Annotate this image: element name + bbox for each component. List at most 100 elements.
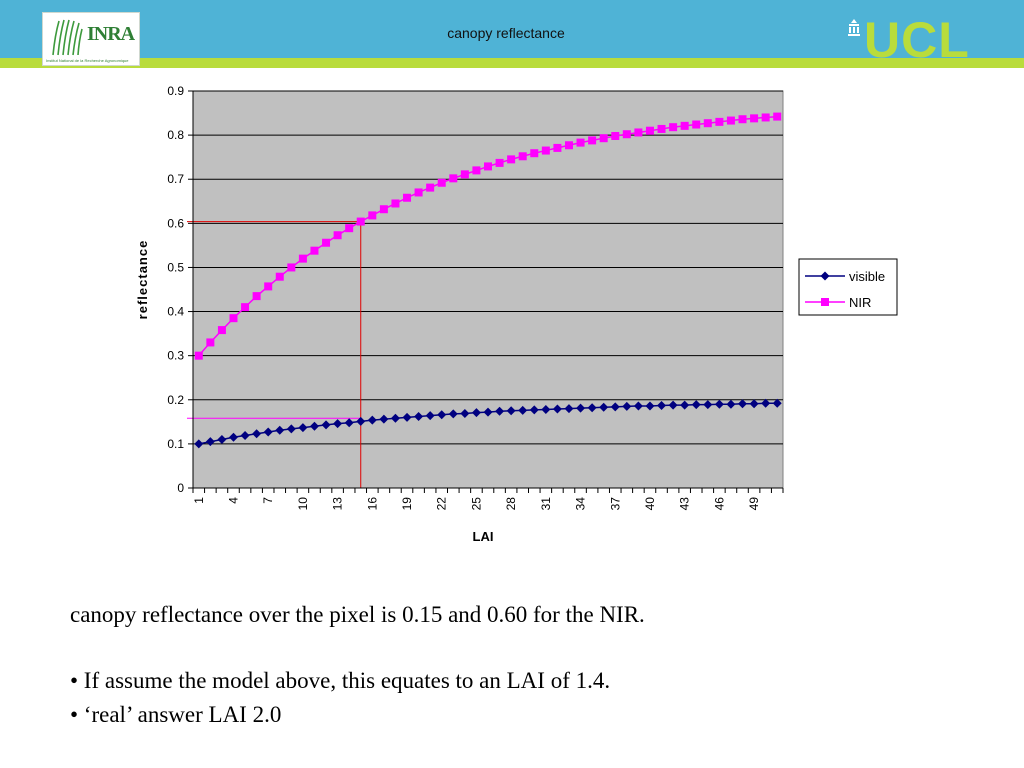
y-tick-label: 0.2	[167, 393, 184, 407]
data-point-visible	[309, 421, 319, 431]
data-point-visible	[425, 411, 435, 421]
x-axis-title: LAI	[473, 529, 494, 544]
wheat-icon	[52, 19, 83, 56]
data-point-visible	[668, 400, 678, 410]
x-tick-label: 16	[365, 497, 379, 511]
data-point-visible	[495, 406, 505, 416]
data-point-nir	[703, 119, 712, 128]
data-point-nir	[287, 263, 296, 272]
data-point-nir	[622, 130, 631, 139]
data-point-visible	[275, 425, 285, 435]
data-point-nir	[379, 205, 388, 214]
data-point-nir	[634, 128, 643, 137]
data-point-visible	[252, 429, 262, 439]
data-point-nir	[576, 138, 585, 147]
y-tick-label: 0.1	[167, 437, 184, 451]
caption-bullet-1: • If assume the model above, this equate…	[70, 668, 611, 693]
axes: 0 0.1 0.2 0.3 0.4 0.5 0.6 0.7 0.8 0.9 1 4 7 10 13 16 19 2…	[135, 84, 784, 544]
data-point-visible	[657, 401, 667, 411]
data-point-nir	[761, 113, 770, 122]
data-point-nir	[252, 292, 261, 301]
data-point-nir	[692, 120, 701, 129]
y-tick-label: 0.5	[167, 260, 184, 274]
data-point-nir	[403, 193, 412, 202]
data-point-visible	[633, 401, 643, 411]
plot-area	[192, 90, 784, 489]
x-tick-label: 1	[192, 497, 206, 504]
data-point-nir	[426, 183, 435, 192]
data-point-visible	[228, 432, 238, 442]
data-point-nir	[322, 238, 331, 247]
data-point-nir	[507, 155, 516, 164]
data-point-nir	[657, 124, 666, 133]
inra-wordmark: INRA	[87, 23, 135, 45]
x-tick-label: 13	[331, 497, 345, 511]
caption-text: canopy reflectance over the pixel is 0.1…	[70, 598, 970, 732]
data-point-visible	[680, 400, 690, 410]
data-point-visible	[599, 402, 609, 412]
legend-label: NIR	[849, 295, 871, 310]
y-tick-label: 0.8	[167, 128, 184, 142]
data-point-visible	[645, 401, 655, 411]
data-point-nir	[241, 303, 250, 312]
data-point-nir	[715, 117, 724, 126]
data-point-visible	[691, 400, 701, 410]
data-point-nir	[599, 134, 608, 143]
y-tick-label: 0.7	[167, 172, 184, 186]
data-point-nir	[472, 166, 481, 175]
x-tick-label: 7	[261, 497, 275, 504]
data-point-nir	[206, 338, 215, 347]
data-point-visible	[205, 437, 215, 447]
data-point-nir	[437, 178, 446, 187]
data-point-nir	[414, 188, 423, 197]
data-point-nir	[356, 217, 365, 226]
x-tick-label: 19	[400, 497, 414, 511]
x-tick-label: 46	[712, 497, 726, 511]
data-point-nir	[680, 121, 689, 130]
data-point-visible	[321, 420, 331, 430]
x-tick-label: 28	[504, 497, 518, 511]
data-point-nir	[588, 136, 597, 145]
legend-box	[798, 258, 898, 316]
data-point-nir	[518, 152, 527, 161]
data-point-visible	[460, 408, 470, 418]
data-point-visible	[552, 404, 562, 414]
data-point-nir	[449, 174, 458, 183]
legend-swatch-marker	[821, 298, 829, 306]
x-tick-label: 43	[678, 497, 692, 511]
x-tick-label: 25	[469, 497, 483, 511]
data-point-visible	[448, 409, 458, 419]
legend: visible NIR	[798, 258, 898, 316]
data-point-nir	[368, 211, 377, 220]
inra-logo: INRA Institut National de la Recherche A…	[42, 12, 140, 66]
legend-label: visible	[849, 269, 885, 284]
y-tick-label: 0.3	[167, 349, 184, 363]
data-point-nir	[773, 112, 782, 121]
data-point-visible	[390, 413, 400, 423]
data-point-nir	[298, 254, 307, 263]
data-point-visible	[194, 439, 204, 449]
data-point-visible	[506, 406, 516, 416]
data-point-visible	[738, 399, 748, 409]
x-tick-label: 22	[435, 497, 449, 511]
ucl-wordmark: UCL	[864, 12, 970, 68]
data-point-nir	[495, 158, 504, 167]
data-point-nir	[333, 231, 342, 240]
x-tick-label: 10	[296, 497, 310, 511]
data-point-nir	[541, 146, 550, 155]
x-tick-label: 34	[574, 497, 588, 511]
y-tick-label: 0.4	[167, 305, 184, 319]
x-tick-label: 37	[608, 497, 622, 511]
data-point-visible	[240, 431, 250, 441]
data-point-visible	[726, 399, 736, 409]
series-layer	[187, 112, 782, 488]
data-point-nir	[194, 351, 203, 360]
ucl-logo: UCL	[846, 12, 996, 68]
y-tick-label: 0.9	[167, 84, 184, 98]
data-point-nir	[345, 224, 354, 233]
data-point-nir	[564, 141, 573, 150]
data-point-visible	[333, 419, 343, 429]
page-title: canopy reflectance	[447, 25, 565, 41]
data-point-visible	[437, 410, 447, 420]
data-point-visible	[749, 399, 759, 409]
